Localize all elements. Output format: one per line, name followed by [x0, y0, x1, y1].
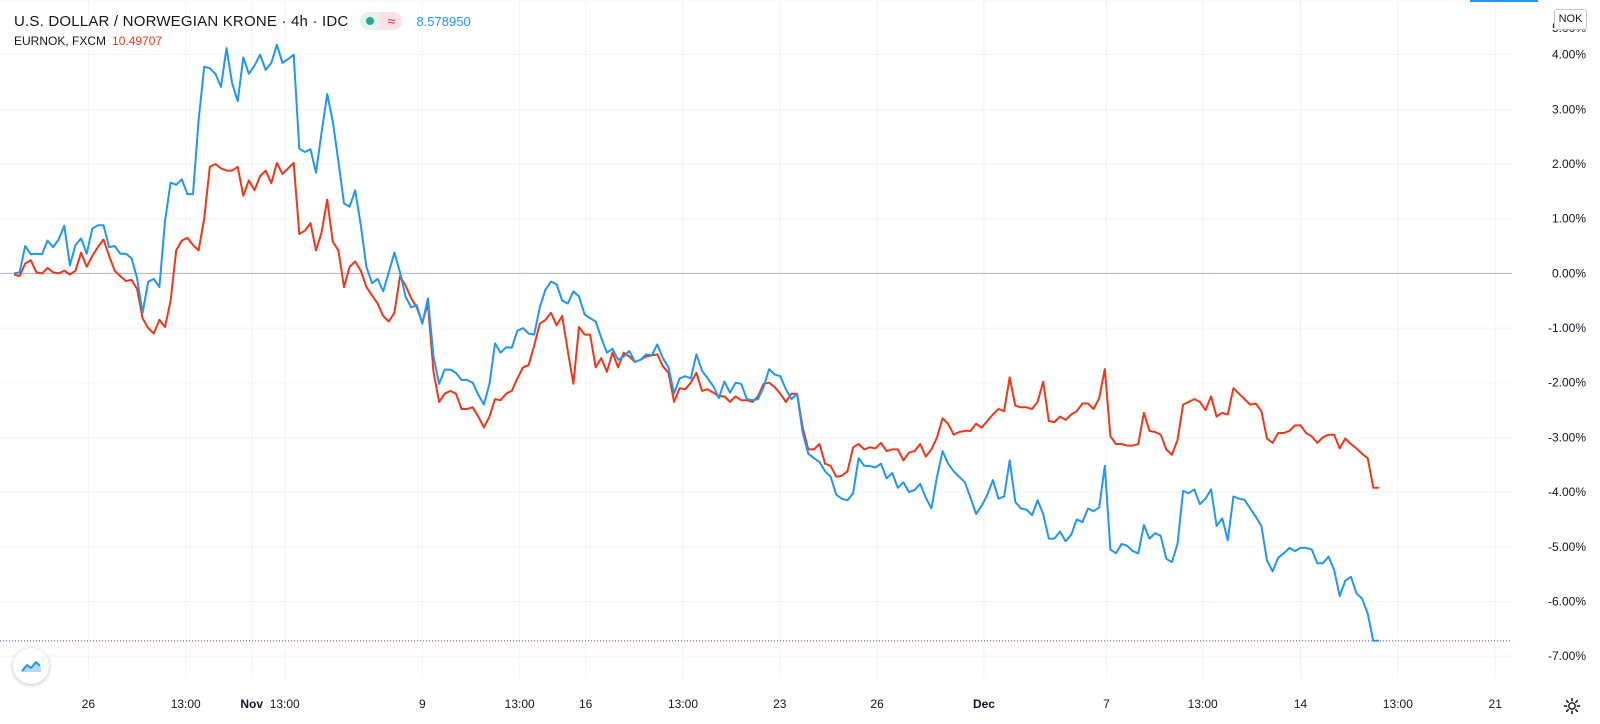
compare-symbol-label[interactable]: EURNOK, FXCM [14, 34, 107, 48]
x-tick-label: 21 [1489, 697, 1503, 711]
price-scale[interactable]: 5.00% 4.00%3.00%2.00%1.00%0.00%-1.00%-2.… [1548, 21, 1586, 663]
y-tick-label: 0.00% [1552, 266, 1586, 280]
tradingview-logo-icon[interactable] [13, 648, 49, 684]
x-tick-label: 13:00 [1383, 697, 1413, 711]
y-tick-label: -7.00% [1548, 649, 1586, 663]
chart-legend: U.S. DOLLAR / NORWEGIAN KRONE · 4h · IDC… [14, 10, 471, 48]
x-tick-label: 16 [579, 697, 593, 711]
y-tick-label: -6.00% [1548, 594, 1586, 608]
market-status-pill[interactable]: ≈ [360, 12, 403, 30]
y-tick-label: -1.00% [1548, 321, 1586, 335]
series-layer [13, 43, 1379, 642]
x-tick-label: 23 [773, 697, 787, 711]
x-tick-label: 7 [1103, 697, 1110, 711]
y-tick-label: -4.00% [1548, 485, 1586, 499]
x-tick-label: Nov [240, 697, 263, 711]
gear-icon[interactable] [1562, 696, 1582, 716]
time-scale[interactable]: 26 13:00 Nov 13:00 9 13:00 16 13:00 23 26 Dec 7 13:0… [82, 697, 1503, 711]
y-tick-label: 4.00% [1552, 48, 1586, 62]
compare-last-price: 10.49707 [112, 34, 163, 48]
x-tick-label: 13:00 [1188, 697, 1218, 711]
market-status-dot-icon [360, 12, 381, 30]
usdnok-series-line[interactable] [13, 43, 1379, 642]
y-tick-label: 2.00% [1552, 157, 1586, 171]
main-last-price: 8.578950 [416, 13, 471, 29]
y-tick-label: 1.00% [1552, 212, 1586, 226]
y-tick-label: -2.00% [1548, 376, 1586, 390]
delayed-data-icon: ≈ [380, 12, 403, 30]
vertical-grid [87, 0, 1496, 678]
y-tick-label: 3.00% [1552, 102, 1586, 116]
x-tick-label: 13:00 [505, 697, 535, 711]
symbol-title[interactable]: U.S. DOLLAR / NORWEGIAN KRONE · 4h · IDC [14, 12, 349, 30]
x-tick-label: 26 [82, 697, 96, 711]
y-tick-label: -5.00% [1548, 540, 1586, 554]
toolbar-edge-accent [1470, 0, 1538, 2]
currency-badge[interactable]: NOK [1554, 9, 1587, 30]
horizontal-grid [0, 0, 1512, 657]
x-tick-label: 13:00 [270, 697, 300, 711]
eurnok-series-line[interactable] [13, 161, 1379, 489]
y-tick-label: -3.00% [1548, 430, 1586, 444]
x-tick-label: 9 [419, 697, 426, 711]
x-tick-label: 26 [870, 697, 884, 711]
x-tick-label: Dec [973, 697, 995, 711]
x-tick-label: 13:00 [171, 697, 201, 711]
x-tick-label: 14 [1294, 697, 1308, 711]
x-tick-label: 13:00 [668, 697, 698, 711]
